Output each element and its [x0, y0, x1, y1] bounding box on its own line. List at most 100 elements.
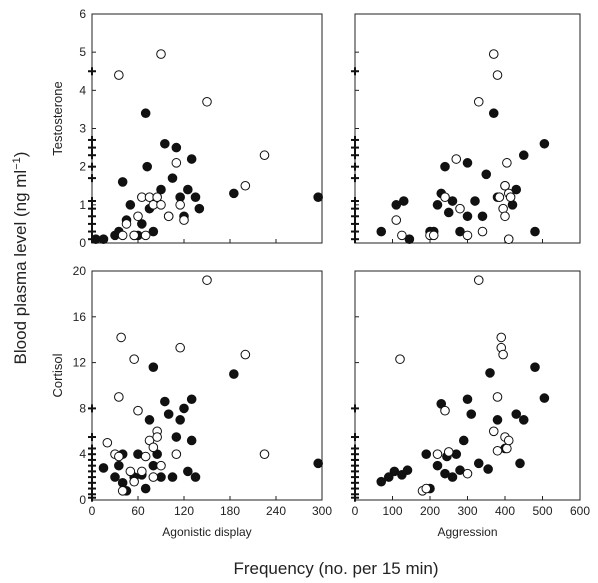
plus-marker	[351, 219, 359, 228]
open-point	[455, 203, 465, 214]
plus-marker	[88, 67, 96, 76]
open-point	[443, 447, 454, 457]
filled-point	[156, 184, 166, 195]
open-point	[240, 349, 251, 360]
open-point	[259, 449, 270, 460]
open-point	[240, 180, 251, 191]
filled-point	[421, 449, 432, 460]
filled-point	[398, 196, 409, 206]
filled-point	[160, 396, 170, 407]
plus-marker	[351, 151, 359, 160]
filled-point	[140, 108, 151, 119]
filled-point	[485, 368, 495, 378]
filled-point	[462, 211, 473, 222]
panel-cortisol-agonistic: 0 4 8 12 16 20 0 60 120 180 240 300 Agonistic displa…	[50, 264, 332, 539]
row-label: Cortisol	[50, 353, 65, 397]
x-tick-label: 240	[266, 504, 286, 518]
filled-point	[229, 369, 239, 379]
open-point	[488, 49, 499, 59]
x-tick-label: 120	[174, 504, 194, 518]
filled-point	[511, 184, 522, 195]
panel-frame	[91, 13, 323, 244]
y-tick-label: 0	[79, 493, 86, 507]
plus-marker	[351, 204, 359, 213]
open-point	[140, 451, 151, 462]
filled-point	[477, 211, 488, 222]
x-tick-label: 200	[420, 504, 440, 518]
x-tick-label: 0	[352, 504, 359, 518]
open-point	[148, 472, 159, 482]
open-point	[175, 342, 185, 353]
open-point	[494, 192, 505, 202]
plus-marker	[351, 135, 359, 144]
x-axis-title: Agonistic display	[162, 525, 251, 539]
plus-marker	[351, 212, 359, 221]
plus-marker	[351, 174, 359, 183]
plus-marker	[88, 219, 96, 228]
filled-point	[167, 472, 178, 482]
y-tick-label: 1	[79, 198, 86, 212]
plus-marker	[88, 197, 96, 206]
filled-point	[144, 415, 155, 425]
filled-point	[183, 466, 193, 477]
open-point	[492, 392, 503, 402]
y-tick-label: 4	[79, 83, 86, 97]
filled-point	[140, 483, 151, 494]
open-point	[451, 154, 462, 164]
open-point	[140, 230, 151, 241]
filled-point	[440, 161, 450, 172]
open-point	[391, 215, 402, 225]
open-point	[496, 332, 507, 343]
filled-point	[160, 138, 170, 149]
open-point	[156, 49, 166, 59]
filled-point	[148, 226, 159, 237]
open-point	[137, 466, 147, 477]
open-point	[462, 468, 473, 479]
open-point	[121, 219, 132, 229]
filled-point	[110, 472, 120, 482]
y-tick-label: 12	[73, 356, 87, 370]
plus-marker	[88, 174, 96, 183]
open-point	[397, 230, 407, 241]
filled-point	[137, 219, 147, 229]
plus-marker	[88, 135, 96, 144]
y-tick-label: 8	[79, 401, 86, 415]
filled-point	[148, 362, 159, 372]
filled-point	[404, 234, 415, 244]
filled-point	[383, 472, 394, 482]
open-point	[171, 158, 182, 168]
filled-point	[376, 476, 387, 487]
open-point	[114, 70, 124, 80]
main-x-axis-title: Frequency (no. per 15 min)	[233, 559, 438, 578]
open-point	[163, 211, 174, 222]
filled-point	[179, 403, 189, 414]
open-point	[462, 230, 473, 241]
filled-point	[186, 435, 197, 446]
plus-marker	[351, 67, 359, 76]
x-tick-label: 0	[89, 504, 96, 518]
open-point	[129, 230, 139, 241]
filled-point	[167, 173, 178, 183]
main-y-axis-title: Blood plasma level (ng ml−1)	[11, 152, 30, 365]
open-point	[156, 460, 166, 471]
open-point	[114, 451, 124, 462]
open-point	[500, 211, 510, 222]
open-point	[152, 432, 162, 442]
filled-point	[518, 415, 529, 425]
open-point	[503, 435, 514, 446]
filled-point	[186, 394, 197, 405]
plus-marker	[88, 204, 96, 213]
open-point	[498, 349, 508, 360]
panel-frame	[91, 270, 323, 501]
open-point	[492, 445, 503, 456]
filled-point	[473, 458, 484, 469]
open-point	[152, 192, 162, 202]
filled-point	[391, 200, 402, 210]
filled-point	[455, 226, 465, 237]
open-point	[502, 158, 512, 168]
plus-marker	[351, 143, 359, 152]
open-point	[175, 200, 185, 210]
panel-cortisol-aggression: 0 100 200 300 400 500 600 Aggression	[351, 270, 590, 539]
panel-testosterone-agonistic: 0 1 2 3 4 5 6 Testosterone	[50, 7, 323, 250]
